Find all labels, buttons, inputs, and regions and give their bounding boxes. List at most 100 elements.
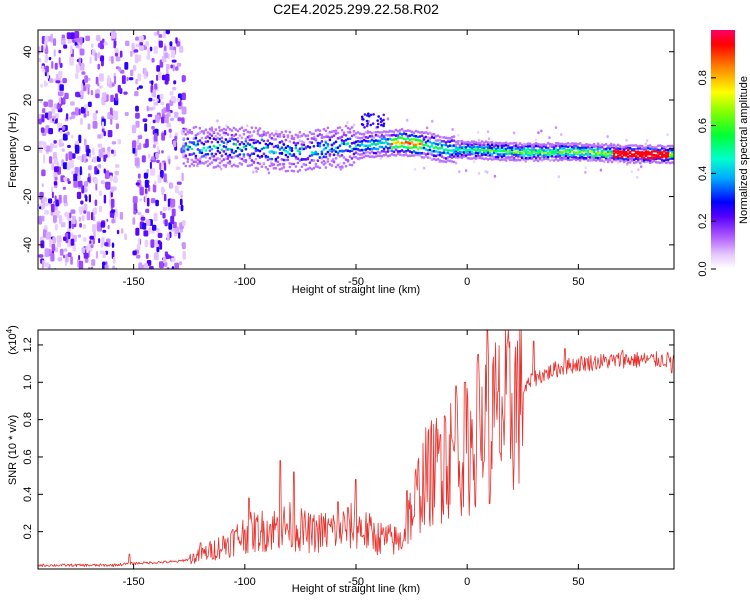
spectrogram-cell bbox=[228, 160, 232, 163]
spectrogram-cell bbox=[472, 140, 476, 143]
spectrogram-cell bbox=[58, 194, 62, 204]
spectrogram-cell bbox=[194, 125, 198, 129]
spectrogram-cell bbox=[280, 167, 284, 170]
spectrogram-cell bbox=[350, 126, 354, 129]
spectrogram-cell bbox=[70, 32, 75, 40]
colorbar-ticks: 0.00.20.40.60.8 bbox=[697, 70, 716, 277]
spectrogram-cell bbox=[224, 145, 228, 149]
spectrogram-cell bbox=[240, 136, 244, 140]
spectrogram-cell bbox=[232, 126, 236, 130]
spectrogram-cell bbox=[492, 156, 496, 159]
spectrogram-cell bbox=[44, 112, 49, 119]
spectrogram-cell bbox=[496, 155, 500, 159]
spectrogram-cell bbox=[78, 206, 83, 213]
spectrogram-xlabel: Height of straight line (km) bbox=[292, 284, 420, 296]
spectrogram-cell bbox=[528, 151, 532, 155]
spectrogram-cell bbox=[432, 136, 436, 140]
spectrogram-cell bbox=[422, 136, 426, 140]
spectrogram-cell bbox=[258, 141, 262, 145]
colorbar-tick-label: 0.6 bbox=[697, 118, 709, 133]
spectrogram-cell bbox=[486, 158, 490, 161]
snr-x-ticks: -150 -100 -50 0 50 bbox=[123, 330, 585, 588]
spectrogram-cell bbox=[492, 149, 496, 153]
spectrogram-cell bbox=[61, 148, 65, 152]
spectrogram-cell bbox=[506, 146, 510, 150]
spectrogram-cell bbox=[166, 233, 170, 241]
spectrogram-cell bbox=[616, 161, 620, 165]
spectrogram-cell bbox=[244, 137, 248, 141]
spectrogram-cell bbox=[43, 154, 46, 164]
spectrogram-cell bbox=[346, 149, 350, 153]
spectrogram-cell bbox=[89, 235, 94, 240]
spectrogram-cell bbox=[500, 152, 504, 156]
spectrogram-cell bbox=[450, 156, 454, 160]
spectrogram-cell bbox=[89, 56, 92, 64]
spectrogram-cell bbox=[438, 142, 442, 145]
colorbar-tick-label: 0.0 bbox=[697, 261, 709, 276]
spectrogram-cell bbox=[400, 141, 404, 145]
spectrogram-cell bbox=[290, 149, 294, 152]
spectrogram-cell bbox=[582, 144, 586, 147]
spectrogram-cell bbox=[144, 193, 147, 203]
spectrogram-cell bbox=[420, 147, 424, 150]
spectrogram-cell bbox=[194, 156, 198, 160]
spectrogram-cell bbox=[576, 143, 580, 146]
spectrogram-cell bbox=[75, 64, 80, 73]
spectrogram-cell bbox=[528, 144, 532, 148]
spectrogram-cell bbox=[248, 143, 252, 146]
spectrogram-cell bbox=[210, 155, 214, 158]
spectrogram-cell bbox=[318, 166, 322, 170]
spectrogram-cell bbox=[374, 130, 378, 134]
spectrogram-cell bbox=[143, 172, 148, 179]
spectrogram-cell bbox=[68, 151, 73, 161]
spectrogram-cell bbox=[95, 110, 98, 114]
spectrogram-cell bbox=[304, 134, 308, 138]
spectrogram-cell bbox=[352, 147, 356, 151]
spectrogram-cell bbox=[112, 265, 116, 269]
spectrogram-cell bbox=[252, 160, 256, 164]
spectrogram-cell bbox=[320, 133, 324, 137]
spectrogram-cell bbox=[236, 129, 240, 133]
spectrogram-cell bbox=[444, 152, 448, 155]
spectrogram-cell bbox=[512, 151, 516, 155]
spectrogram-cell bbox=[442, 140, 446, 143]
spectrogram-cell bbox=[472, 156, 476, 160]
spectrogram-cell bbox=[248, 135, 252, 138]
spectrogram-cell bbox=[588, 150, 592, 153]
spectrogram-cell bbox=[438, 135, 442, 139]
spectrogram-cell bbox=[574, 147, 578, 150]
spectrogram-cell bbox=[312, 166, 316, 170]
spectrogram-cell bbox=[137, 211, 142, 216]
spectrogram-cell bbox=[496, 153, 500, 156]
spectrogram-cell bbox=[208, 133, 212, 136]
spectrogram-cell bbox=[224, 157, 228, 161]
spectrogram-cell bbox=[664, 145, 668, 149]
spectrogram-cell bbox=[316, 159, 320, 162]
spectrogram-cell bbox=[310, 154, 314, 157]
spectrogram-cell bbox=[476, 154, 480, 157]
spectrogram-cell bbox=[346, 126, 350, 130]
spectrogram-cell bbox=[156, 74, 159, 81]
spectrogram-cell bbox=[436, 150, 440, 154]
spectrogram-cell bbox=[216, 157, 220, 160]
spectrogram-cell bbox=[464, 154, 468, 157]
spectrogram-cell bbox=[666, 133, 669, 137]
spectrogram-cell bbox=[536, 143, 540, 146]
spectrogram-cell bbox=[74, 31, 80, 40]
spectrogram-cell bbox=[40, 240, 45, 249]
spectrogram-cell bbox=[592, 145, 596, 148]
spectrogram-cell bbox=[656, 148, 660, 152]
spectrogram-cell bbox=[520, 156, 524, 159]
spectrogram-cell bbox=[124, 112, 129, 116]
spectrogram-cell bbox=[540, 150, 544, 153]
spectrogram-cell bbox=[97, 82, 100, 87]
spectrogram-cell bbox=[520, 146, 524, 149]
spectrogram-x-ticks: -150 -100 -50 0 50 bbox=[123, 30, 585, 288]
spectrogram-cell bbox=[530, 148, 534, 151]
spectrogram-cell bbox=[154, 83, 158, 90]
spectrogram-cell bbox=[162, 212, 166, 219]
spectrogram-cell bbox=[610, 154, 614, 158]
spectrogram-cell bbox=[44, 35, 49, 43]
spectrogram-cell bbox=[540, 129, 543, 133]
spectrogram-cell bbox=[282, 163, 286, 166]
